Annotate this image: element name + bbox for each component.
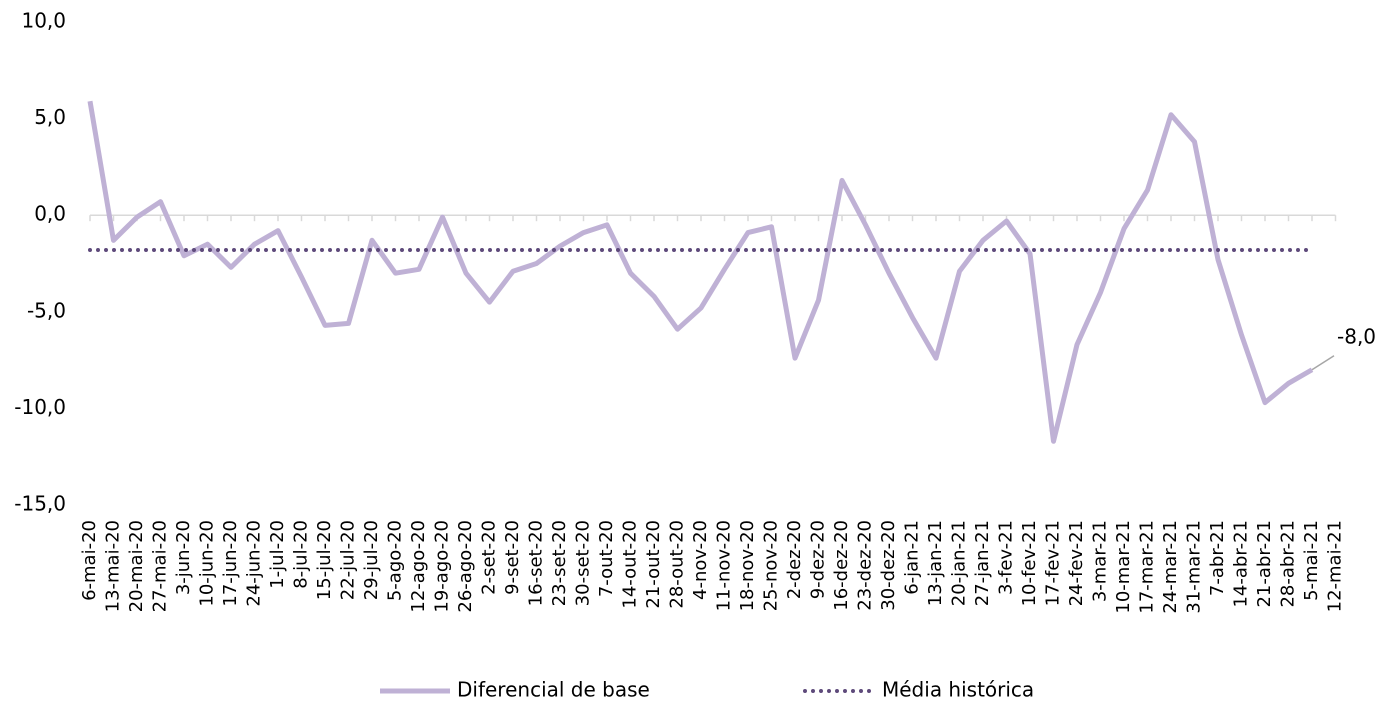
x-tick-label: 6-mai-20 <box>79 520 100 601</box>
x-tick-label: 27-jan-21 <box>972 520 993 606</box>
x-tick-label: 4-nov-20 <box>690 520 711 600</box>
x-tick-label: 16-dez-20 <box>831 520 852 611</box>
y-tick-label: 10,0 <box>21 9 66 33</box>
x-tick-label: 24-jun-20 <box>244 520 265 607</box>
x-tick-label: 29-jul-20 <box>361 520 382 600</box>
x-tick-label: 28-out-20 <box>667 520 688 609</box>
x-tick-label: 31-mar-21 <box>1184 520 1205 614</box>
y-tick-label: -5,0 <box>27 298 66 322</box>
y-tick-label: 0,0 <box>34 202 66 226</box>
x-tick-label: 8-jul-20 <box>291 520 312 589</box>
x-tick-label: 16-set-20 <box>526 520 547 606</box>
y-tick-label: -15,0 <box>14 492 66 516</box>
y-tick-label: -10,0 <box>14 395 66 419</box>
x-tick-label: 5-ago-20 <box>385 520 406 601</box>
x-tick-label: 3-jun-20 <box>173 520 194 595</box>
x-tick-label: 30-dez-20 <box>878 520 899 611</box>
x-tick-label: 21-out-20 <box>643 520 664 609</box>
x-tick-label: 18-nov-20 <box>737 520 758 611</box>
x-tick-label: 7-out-20 <box>596 520 617 597</box>
x-tick-label: 23-dez-20 <box>855 520 876 611</box>
x-tick-label: 22-jul-20 <box>338 520 359 600</box>
x-tick-label: 10-fev-21 <box>1019 520 1040 606</box>
x-tick-label: 12-mai-21 <box>1325 520 1346 612</box>
x-tick-label: 20-mai-20 <box>126 520 147 612</box>
x-tick-label: 23-set-20 <box>549 520 570 606</box>
data-label: -8,0 <box>1337 324 1375 348</box>
x-tick-label: 2-set-20 <box>479 520 500 595</box>
y-tick-label: 5,0 <box>34 105 66 129</box>
x-tick-label: 20-jan-21 <box>949 520 970 606</box>
x-tick-label: 12-ago-20 <box>408 520 429 613</box>
x-tick-label: 24-fev-21 <box>1066 520 1087 606</box>
x-tick-label: 3-fev-21 <box>996 520 1017 595</box>
x-tick-label: 9-dez-20 <box>808 520 829 599</box>
x-tick-label: 14-abr-21 <box>1231 520 1252 608</box>
x-tick-label: 15-jul-20 <box>314 520 335 600</box>
x-tick-label: 13-mai-20 <box>103 520 124 612</box>
x-tick-label: 17-jun-20 <box>220 520 241 607</box>
label-leader <box>1311 355 1335 371</box>
x-tick-label: 9-set-20 <box>502 520 523 595</box>
series-line <box>87 100 1314 444</box>
x-tick-label: 17-fev-21 <box>1043 520 1064 606</box>
x-tick-label: 27-mai-20 <box>150 520 171 612</box>
x-tick-label: 6-jan-21 <box>902 520 923 595</box>
x-tick-label: 14-out-20 <box>620 520 641 609</box>
x-tick-label: 30-set-20 <box>573 520 594 606</box>
x-tick-label: 24-mar-21 <box>1160 520 1181 614</box>
x-tick-label: 10-mar-21 <box>1113 520 1134 614</box>
x-tick-label: 2-dez-20 <box>784 520 805 599</box>
x-tick-label: 17-mar-21 <box>1137 520 1158 614</box>
x-tick-label: 10-jun-20 <box>197 520 218 607</box>
x-tick-label: 3-mar-21 <box>1090 520 1111 602</box>
x-tick-label: 1-jul-20 <box>267 520 288 589</box>
x-tick-label: 26-ago-20 <box>455 520 476 613</box>
legend-label: Média histórica <box>882 678 1034 702</box>
x-tick-label: 13-jan-21 <box>925 520 946 606</box>
x-tick-label: 7-abr-21 <box>1207 520 1228 596</box>
x-tick-label: 21-abr-21 <box>1254 520 1275 608</box>
x-tick-label: 11-nov-20 <box>714 520 735 611</box>
x-tick-label: 25-nov-20 <box>761 520 782 611</box>
x-tick-label: 19-ago-20 <box>432 520 453 613</box>
x-tick-label: 28-abr-21 <box>1278 520 1299 608</box>
legend-label: Diferencial de base <box>457 678 650 702</box>
x-tick-label: 5-mai-21 <box>1301 520 1322 601</box>
